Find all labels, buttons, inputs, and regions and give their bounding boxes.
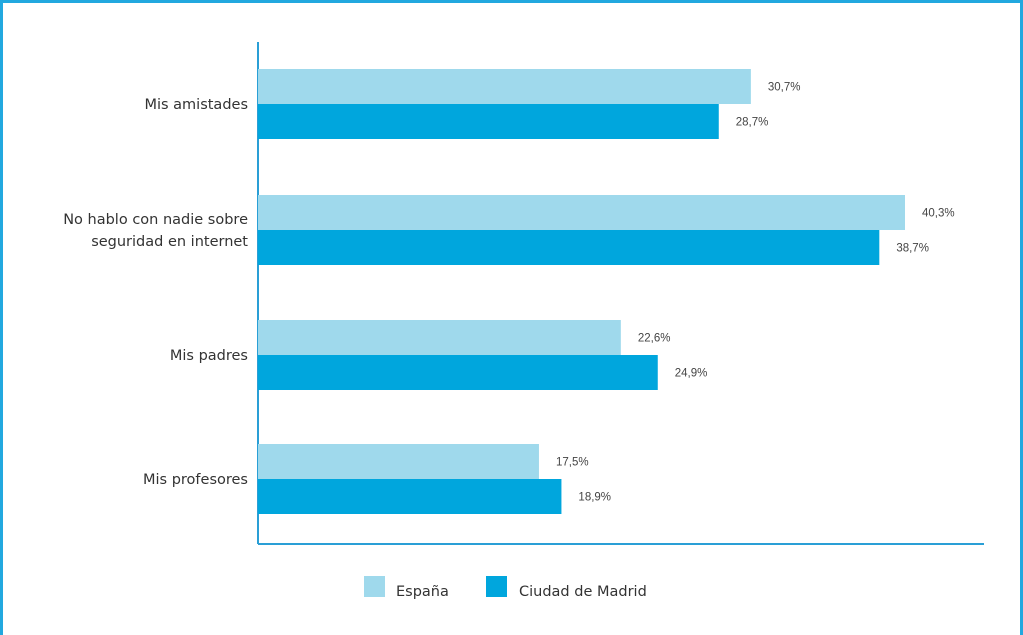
category-label: Mis padres — [170, 348, 248, 364]
data-label: 24,9% — [675, 368, 708, 380]
data-label: 38,7% — [896, 243, 929, 255]
data-label: 18,9% — [578, 492, 611, 504]
data-label: 40,3% — [922, 208, 955, 220]
legend-swatch-madrid — [486, 576, 507, 597]
data-label: 30,7% — [768, 82, 801, 94]
category-label: Mis profesores — [143, 472, 248, 488]
bar-madrid-3 — [258, 479, 562, 514]
category-label: No hablo con nadie sobre — [63, 212, 248, 228]
data-label: 28,7% — [736, 117, 769, 129]
bar-espana-3 — [258, 444, 539, 479]
bar-espana-1 — [258, 195, 905, 230]
bar-espana-2 — [258, 320, 621, 355]
data-label: 22,6% — [638, 333, 671, 345]
legend-label: España — [396, 584, 449, 600]
bar-madrid-2 — [258, 355, 658, 390]
bar-madrid-1 — [258, 230, 880, 265]
bar-madrid-0 — [258, 104, 719, 139]
data-label: 17,5% — [556, 457, 589, 469]
category-label: Mis amistades — [144, 97, 248, 113]
bar-espana-0 — [258, 69, 751, 104]
legend-swatch-espana — [364, 576, 385, 597]
category-label: seguridad en internet — [91, 234, 248, 250]
legend-label: Ciudad de Madrid — [519, 584, 647, 600]
